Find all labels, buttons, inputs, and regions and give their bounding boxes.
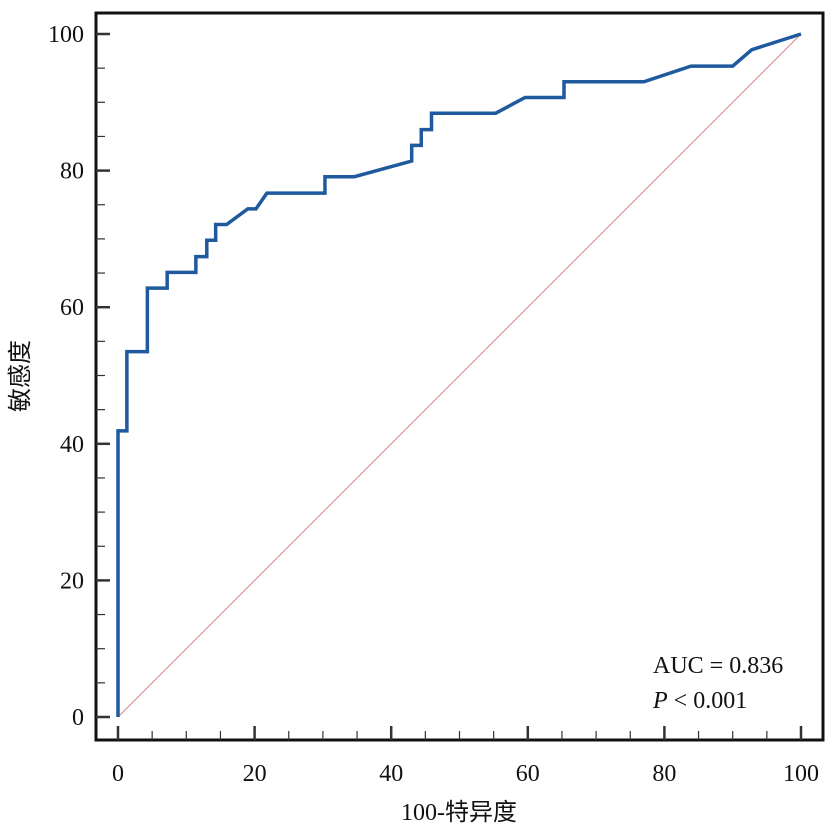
x-tick-label: 20 xyxy=(243,761,267,787)
x-tick-label: 100 xyxy=(783,761,819,787)
y-tick-label: 100 xyxy=(48,22,84,48)
x-tick-label: 40 xyxy=(379,761,403,787)
x-tick-label: 80 xyxy=(652,761,676,787)
plot-frame xyxy=(94,11,825,742)
x-tick-label: 60 xyxy=(516,761,540,787)
y-tick-label: 0 xyxy=(72,705,84,731)
auc-label: AUC = 0.836 xyxy=(653,653,783,679)
y-axis-label: 敏感度 xyxy=(7,340,34,412)
reference-diagonal xyxy=(117,33,802,718)
x-tick-label: 0 xyxy=(112,761,124,787)
y-tick-label: 40 xyxy=(60,432,84,458)
x-axis-label: 100-特异度 xyxy=(401,799,517,826)
y-tick-label: 80 xyxy=(60,159,84,185)
y-tick-label: 60 xyxy=(60,295,84,321)
roc-curve xyxy=(116,32,802,717)
y-tick-label: 20 xyxy=(60,568,84,594)
p-value-label: P < 0.001 xyxy=(652,688,747,714)
